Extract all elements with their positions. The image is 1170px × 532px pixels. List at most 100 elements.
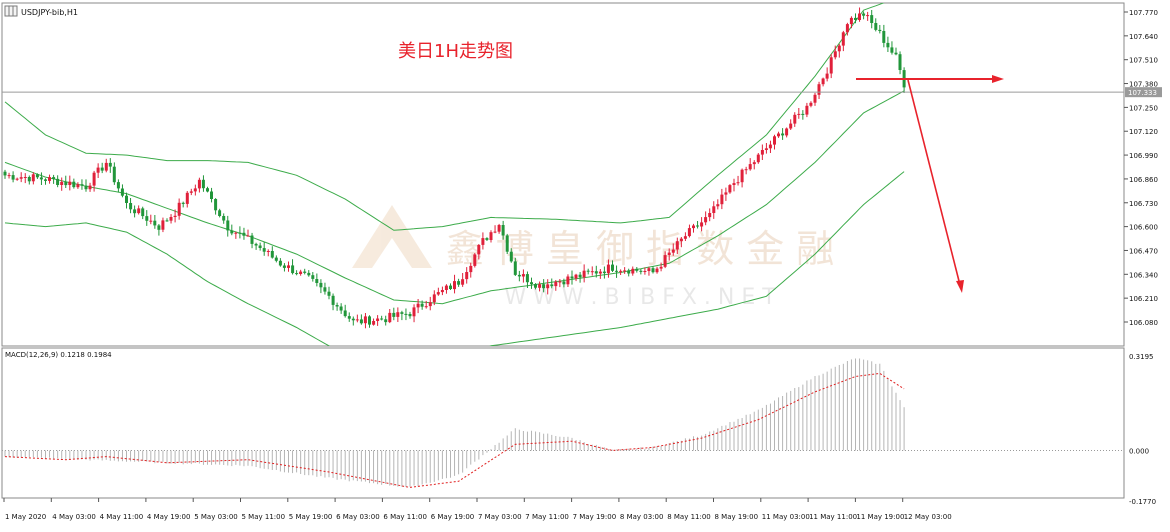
candle-body	[258, 245, 262, 248]
time-tick-label: 8 May 19:00	[715, 513, 759, 521]
watermark: 鑫 博 皇 御 指 数 金 融 W W W . B I B F X . N E …	[352, 205, 834, 310]
annotation-title: 美日1H走势图	[398, 41, 513, 62]
candle-body	[696, 225, 699, 227]
candle-body	[384, 319, 388, 323]
candle-body	[623, 270, 627, 272]
candle-body	[157, 225, 161, 230]
candle-body	[817, 84, 821, 95]
candle-body	[886, 42, 890, 48]
candle-body	[420, 303, 424, 307]
candle-body	[319, 282, 323, 288]
candle-body	[432, 294, 436, 303]
candle-body	[550, 284, 554, 287]
candle-body	[768, 144, 772, 149]
time-tick-label: 7 May 03:00	[478, 513, 522, 521]
candle-body	[351, 318, 355, 321]
candle-body	[586, 270, 590, 272]
candle-body	[339, 306, 343, 311]
candle-body	[590, 271, 594, 273]
candle-body	[562, 281, 566, 285]
candle-body	[530, 282, 533, 285]
horizontal-arrow-head	[992, 75, 1004, 83]
candle-body	[307, 272, 311, 276]
candle-body	[80, 184, 84, 186]
candle-body	[234, 232, 238, 234]
candle-body	[125, 195, 128, 203]
time-tick-label: 7 May 19:00	[573, 513, 617, 521]
candle-body	[48, 177, 51, 181]
candle-body	[104, 162, 108, 171]
candle-body	[692, 225, 695, 229]
candle-body	[238, 232, 242, 234]
candle-body	[534, 284, 537, 288]
time-tick-label: 1 May 2020	[5, 513, 46, 521]
price-tick-label: 106.210	[1129, 295, 1158, 303]
candle-body	[84, 185, 88, 190]
macd-tick-label: -0.1770	[1129, 498, 1156, 506]
candle-body	[635, 268, 639, 271]
macd-signal-line	[4, 372, 905, 488]
candle-body	[756, 154, 760, 163]
candle-body	[108, 162, 112, 167]
candle-body	[509, 251, 513, 262]
candle-body	[230, 230, 234, 234]
candle-body	[643, 271, 647, 272]
candle-body	[845, 24, 849, 33]
candle-body	[129, 203, 133, 210]
candle-body	[246, 235, 250, 237]
price-tick-label: 107.250	[1129, 104, 1158, 112]
price-tick-label: 107.120	[1129, 128, 1158, 136]
candle-body	[752, 162, 756, 165]
candle-body	[331, 295, 335, 305]
candle-body	[501, 225, 505, 236]
candle-body	[201, 179, 205, 189]
candle-body	[359, 319, 363, 324]
candle-body	[100, 167, 104, 171]
candle-body	[744, 169, 748, 171]
price-tick-label: 106.730	[1129, 200, 1158, 208]
candle-body	[39, 177, 43, 180]
candle-body	[88, 185, 92, 190]
band-upper	[4, 3, 885, 231]
candle-body	[465, 272, 469, 280]
candle-body	[785, 128, 789, 136]
candle-body	[11, 175, 15, 180]
candle-body	[436, 292, 440, 295]
candle-body	[120, 188, 124, 196]
price-tick-label: 106.080	[1129, 319, 1158, 327]
candle-body	[558, 281, 562, 283]
candle-body	[578, 274, 582, 278]
candle-body	[797, 113, 801, 115]
candle-body	[461, 279, 465, 285]
candle-body	[477, 245, 481, 255]
candle-body	[493, 231, 497, 233]
candle-body	[764, 148, 768, 150]
time-tick-label: 6 May 19:00	[431, 513, 475, 521]
candle-body	[15, 178, 19, 180]
annotation-arrows	[856, 75, 1004, 293]
candle-body	[659, 266, 663, 269]
time-tick-label: 11 May 19:00	[856, 513, 904, 521]
candle-body	[214, 199, 218, 211]
candle-body	[485, 238, 489, 240]
candle-body	[837, 45, 841, 52]
candle-body	[363, 316, 367, 324]
candle-body	[862, 13, 866, 16]
candle-body	[894, 52, 898, 55]
candle-body	[736, 182, 740, 184]
candle-body	[655, 268, 659, 273]
candle-body	[299, 271, 303, 274]
time-tick-label: 8 May 11:00	[667, 513, 711, 521]
candle-body	[489, 232, 493, 240]
candle-body	[602, 271, 606, 274]
candle-body	[453, 281, 456, 290]
candle-body	[704, 217, 708, 223]
time-tick-label: 11 May 03:00	[762, 513, 810, 521]
candle-body	[31, 174, 35, 182]
candle-body	[546, 284, 550, 289]
candle-body	[327, 291, 331, 296]
candle-body	[291, 265, 295, 274]
price-axis: 107.770 107.640 107.510 107.380 107.250 107.1…	[1124, 9, 1162, 327]
macd-axis: 0.3195 0.000 -0.1770	[1129, 353, 1156, 506]
candle-body	[72, 181, 76, 188]
